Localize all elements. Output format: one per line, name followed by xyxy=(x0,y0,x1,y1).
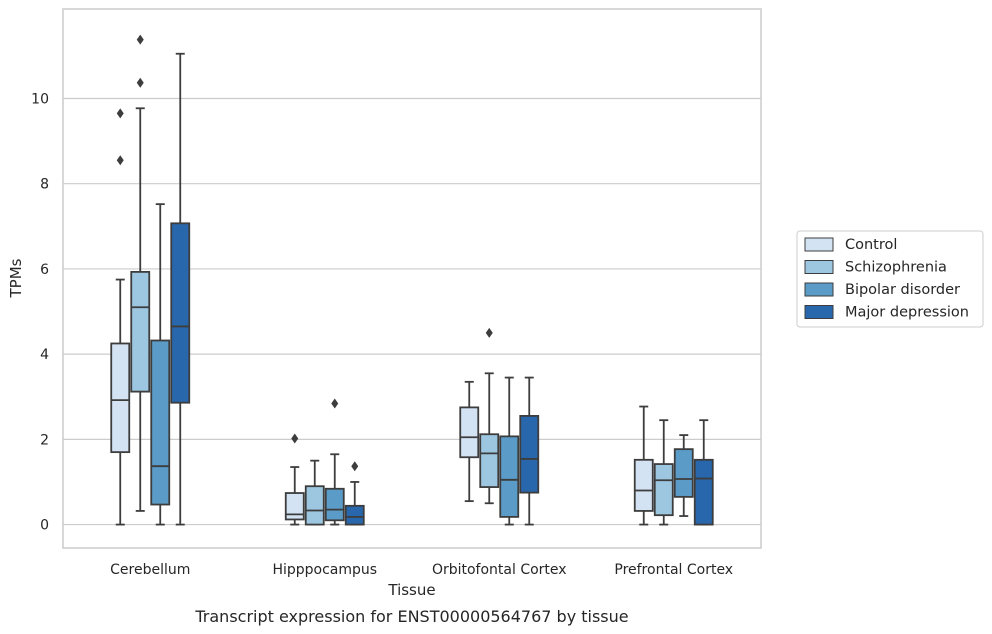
legend-swatch xyxy=(804,237,834,252)
box-plot xyxy=(150,203,171,526)
legend-item: Bipolar disorder xyxy=(804,282,960,298)
outlier-point xyxy=(351,461,359,472)
legend-swatch xyxy=(804,260,834,274)
x-tick-label: Orbitofontal Cortex xyxy=(432,562,567,578)
legend-label: Control xyxy=(845,237,897,253)
box-iqr xyxy=(673,448,694,498)
box-iqr xyxy=(110,342,131,454)
legend-frame xyxy=(796,230,984,328)
series-group xyxy=(110,108,654,526)
box-plot xyxy=(633,405,654,526)
box-plot xyxy=(499,376,520,526)
legend-item: Schizophrenia xyxy=(804,260,947,276)
box-iqr xyxy=(633,458,654,512)
y-tick-label: 6 xyxy=(40,262,49,278)
y-axis-label: TPMs xyxy=(7,258,25,298)
x-axis-label: Tissue xyxy=(387,581,435,599)
legend-label: Major depression xyxy=(845,305,969,321)
box-plot xyxy=(344,461,365,526)
box-iqr xyxy=(653,463,674,517)
x-tick-labels: Cerebellum Hipppocampus Orbitofontal Corte… xyxy=(110,562,733,578)
box-plot xyxy=(130,34,151,512)
x-tick-label: Hipppocampus xyxy=(272,562,377,578)
outlier-point xyxy=(116,155,124,166)
y-tick-label: 4 xyxy=(40,347,49,363)
outlier-point xyxy=(136,34,144,45)
box-plot xyxy=(304,459,325,526)
y-tick-labels: 0 2 4 6 8 10 xyxy=(31,91,49,533)
box-plot xyxy=(673,434,694,517)
box-plot xyxy=(693,419,714,526)
outlier-point xyxy=(116,108,124,119)
box-plot xyxy=(459,380,480,503)
legend-item: Major depression xyxy=(804,305,969,321)
box-plot xyxy=(110,108,131,526)
box-iqr xyxy=(479,433,500,488)
x-tick-label: Prefrontal Cortex xyxy=(614,562,733,578)
legend-label: Bipolar disorder xyxy=(845,282,960,298)
box-plot xyxy=(284,433,305,526)
outlier-point xyxy=(136,77,144,88)
series-group xyxy=(130,34,674,526)
box-iqr xyxy=(130,270,151,393)
box-plot xyxy=(653,419,674,526)
legend: Control Schizophrenia Bipolar disorder Majo… xyxy=(796,230,984,328)
outlier-point xyxy=(485,327,493,338)
box-iqr xyxy=(304,485,325,526)
box-iqr xyxy=(170,222,191,404)
series-group xyxy=(150,203,694,526)
box-iqr xyxy=(519,415,540,494)
box-plot xyxy=(170,52,191,526)
plot-area-frame xyxy=(62,8,762,549)
legend-swatch xyxy=(804,305,834,319)
outlier-point xyxy=(331,398,339,409)
figure-caption: Transcript expression for ENST0000056476… xyxy=(194,607,628,626)
box-iqr xyxy=(344,504,365,526)
box-iqr xyxy=(150,339,171,506)
box-plot xyxy=(479,327,500,505)
box-iqr xyxy=(693,458,714,526)
y-tick-label: 2 xyxy=(40,432,49,448)
y-tick-label: 0 xyxy=(40,518,49,534)
box-iqr xyxy=(324,487,345,522)
y-tick-label: 10 xyxy=(31,91,49,107)
outlier-point xyxy=(291,433,299,444)
box-iqr xyxy=(459,406,480,459)
box-iqr xyxy=(499,435,520,518)
series-group xyxy=(170,52,714,526)
legend-item: Control xyxy=(804,237,897,253)
box-iqr xyxy=(284,492,305,521)
box-series xyxy=(110,34,714,526)
legend-label: Schizophrenia xyxy=(845,260,947,276)
legend-swatch xyxy=(804,282,834,297)
box-plot xyxy=(324,398,345,526)
box-plot xyxy=(519,376,540,526)
x-tick-label: Cerebellum xyxy=(110,562,190,578)
y-tick-label: 8 xyxy=(40,177,49,193)
